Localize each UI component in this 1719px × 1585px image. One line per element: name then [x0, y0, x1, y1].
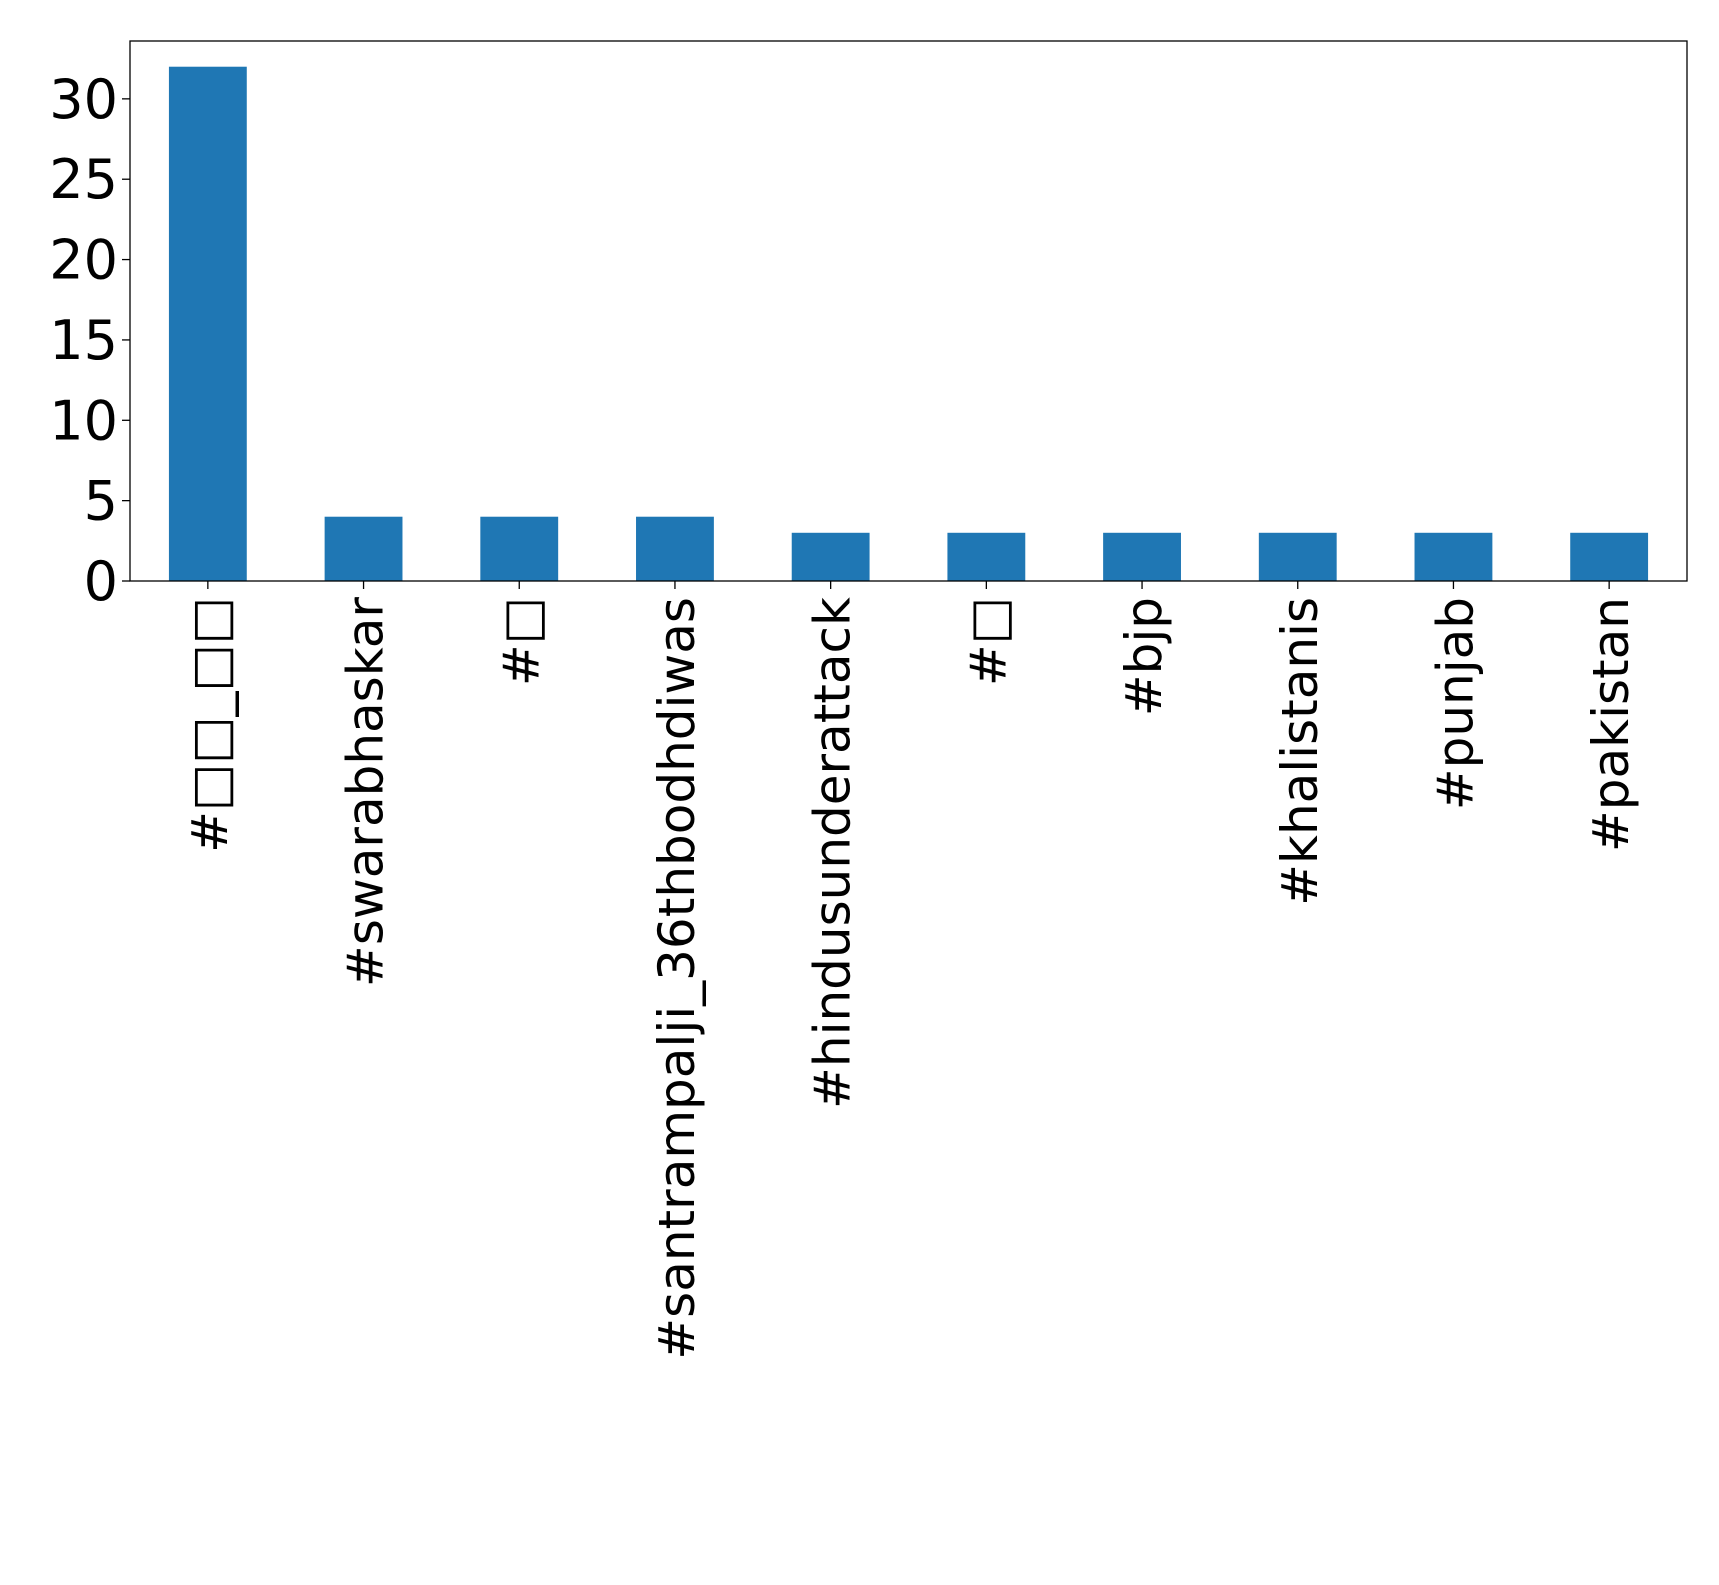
bar-3: [636, 516, 714, 581]
x-tick-label: #swarabhaskar: [337, 597, 395, 988]
x-tick-label: #hindusunderattack: [804, 597, 862, 1109]
x-tick-label: #pakistan: [1582, 597, 1640, 852]
bar-8: [1414, 532, 1493, 581]
bar-1: [324, 516, 403, 581]
x-tick-label: #punjab: [1426, 597, 1484, 810]
x-tick-label: #bjp: [1115, 597, 1173, 716]
bar-7: [1258, 532, 1337, 581]
x-tick-label: #khalistanis: [1271, 597, 1329, 906]
x-tick-label: #□□_□□: [181, 597, 239, 853]
y-tick-label: 5: [84, 470, 118, 533]
y-tick-label: 30: [49, 68, 118, 131]
x-axis: #□□_□□ #swarabhaskar #□ #santrampalji_36thb…: [181, 581, 1640, 1360]
y-tick-label: 25: [49, 148, 118, 211]
y-tick-label: 0: [84, 550, 118, 613]
bar-0: [168, 66, 247, 581]
x-tick-label: #santrampalji_36thbodhdiwas: [648, 597, 706, 1360]
bar-5: [947, 532, 1026, 581]
bar-2: [480, 516, 559, 581]
bar-9: [1570, 532, 1649, 581]
bars-group: [168, 66, 1649, 581]
y-axis: 0 5 10 15 20 25 30: [49, 68, 130, 613]
y-tick-label: 15: [49, 309, 118, 372]
x-tick-label: #□: [492, 597, 550, 686]
y-tick-label: 10: [49, 389, 118, 452]
x-tick-label: #□: [959, 597, 1017, 686]
bar-6: [1103, 532, 1181, 581]
plot-area-frame: [129, 40, 1688, 582]
bar-4: [791, 532, 870, 581]
y-tick-label: 20: [49, 229, 118, 292]
